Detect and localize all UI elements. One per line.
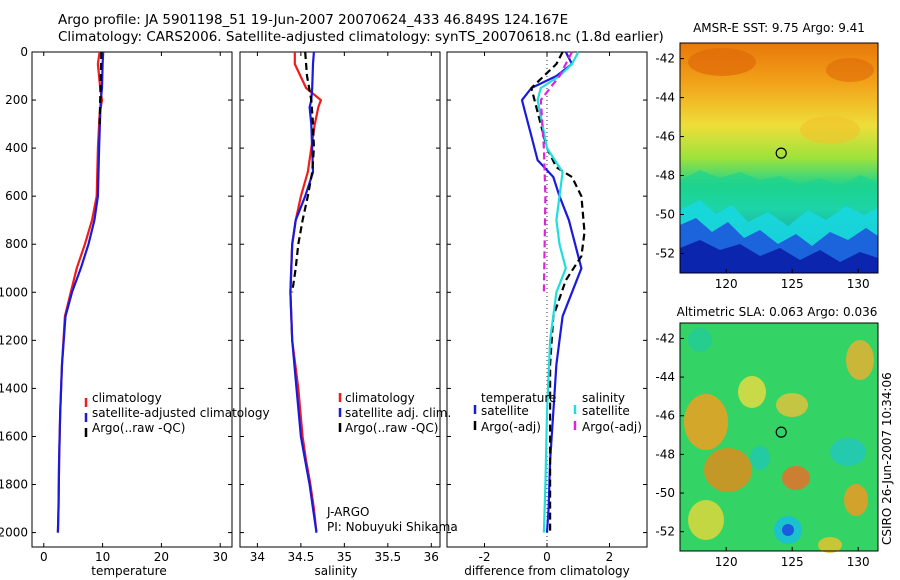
- sst-argo-location-marker: [775, 147, 787, 159]
- salinity-annotation-line2: PI: Nobuyuki Shikama: [327, 520, 458, 534]
- sla-map-marker-layer: [775, 426, 787, 438]
- temperature-axes-frame: [31, 51, 233, 548]
- temperature-series-satellite-adjusted-climatology: [56, 51, 105, 533]
- temperature-series-argo-raw-qc-: [98, 51, 103, 125]
- sst-map-ytick-label: -52: [655, 247, 675, 261]
- temperature-xlabel: temperature: [91, 564, 166, 578]
- salinity-annotation-line1: J-ARGO: [326, 505, 369, 519]
- sst-map-ytick-label: -50: [655, 208, 675, 222]
- salinity-xtick-label: 34.5: [288, 550, 315, 564]
- sla-heatmap-image: [680, 323, 878, 553]
- difference-series-temperature-argo-adj-: [530, 51, 586, 533]
- temperature-series-climatology: [56, 51, 104, 533]
- sst-map-xtick-label: 125: [781, 277, 804, 291]
- depth-tick-label: 1800: [0, 478, 28, 492]
- sla-map-panel: Altimetric SLA: 0.063 Argo: 0.036 120 125…: [655, 305, 879, 569]
- sla-map-ytick-label: -42: [655, 331, 675, 345]
- legend-salinity-satellite: satellite adj. clim.: [345, 406, 451, 420]
- difference-xtick-label: -2: [479, 550, 491, 564]
- salinity-xtick-label: 34: [250, 550, 265, 564]
- salinity-legend: climatology satellite adj. clim. Argo(..…: [338, 391, 451, 435]
- salinity-panel: 34 34.5 35 35.5 36 salinity climatology sate…: [239, 51, 458, 578]
- depth-tick-label: 200: [5, 93, 28, 107]
- legend-diff-temperature-satellite: satellite: [481, 404, 529, 418]
- sla-argo-location-marker: [775, 426, 787, 438]
- sst-map-xtick-label: 130: [847, 277, 870, 291]
- legend-temperature-climatology: climatology: [92, 391, 162, 405]
- temperature-xtick-label: 10: [95, 550, 110, 564]
- sla-map-xtick-label: 125: [781, 555, 804, 569]
- salinity-xtick-label: 36: [424, 550, 439, 564]
- legend-temperature-satellite: satellite-adjusted climatology: [92, 406, 270, 420]
- sla-map-title: Altimetric SLA: 0.063 Argo: 0.036: [677, 305, 878, 319]
- sst-map-frame: [679, 42, 879, 274]
- temperature-xtick-label: 0: [40, 550, 48, 564]
- legend-diff-salinity-satellite: satellite: [582, 404, 630, 418]
- depth-tick-label: 400: [5, 141, 28, 155]
- salinity-axes-frame: [239, 51, 441, 548]
- difference-xtick-label: 0: [543, 550, 551, 564]
- sst-map-panel: AMSR-E SST: 9.75 Argo: 9.41 120 125 130 -42…: [655, 21, 879, 291]
- temperature-legend: climatology satellite-adjusted climatolo…: [84, 391, 270, 437]
- figure-title-line2: Climatology: CARS2006. Satellite-adjuste…: [58, 29, 664, 45]
- difference-ticks: -2 0 2: [447, 51, 647, 564]
- sla-map-xtick-label: 120: [715, 555, 738, 569]
- temperature-ticks: 0 10 20 30 0 200 400 600 800 1000 1200 1400 1600 1800…: [0, 45, 232, 564]
- depth-tick-label: 1600: [0, 429, 28, 443]
- sla-map-ytick-label: -46: [655, 409, 675, 423]
- temperature-panel: 0 10 20 30 0 200 400 600 800 1000 1200 1400 1600 1800…: [0, 45, 270, 578]
- legend-salinity-argo: Argo(..raw -QC): [345, 421, 438, 435]
- sst-map-title: AMSR-E SST: 9.75 Argo: 9.41: [693, 21, 865, 35]
- legend-diff-temperature-header: temperature: [481, 391, 556, 405]
- temperature-xtick-label: 20: [154, 550, 169, 564]
- sla-map-ytick-label: -50: [655, 486, 675, 500]
- sla-map-ytick-label: -44: [655, 370, 675, 384]
- difference-series-salinity-satellite: [536, 51, 580, 533]
- sst-map-ytick-label: -46: [655, 130, 675, 144]
- sla-map-frame: [679, 322, 879, 552]
- salinity-series-argo-raw-qc-: [291, 51, 315, 293]
- salinity-xlabel: salinity: [314, 564, 357, 578]
- depth-tick-label: 800: [5, 237, 28, 251]
- difference-series-salinity-argo-adj-: [539, 51, 573, 293]
- salinity-xtick-label: 35.5: [374, 550, 401, 564]
- sst-map-xtick-label: 120: [715, 277, 738, 291]
- salinity-series: [289, 51, 322, 533]
- difference-xlabel: difference from climatology: [464, 564, 630, 578]
- difference-series: [520, 51, 586, 547]
- sst-map-ytick-label: -44: [655, 91, 675, 105]
- temperature-xtick-label: 30: [213, 550, 228, 564]
- sla-map-ytick-label: -48: [655, 447, 675, 461]
- salinity-ticks: 34 34.5 35 35.5 36: [240, 51, 440, 564]
- figure-title-line1: Argo profile: JA 5901198_51 19-Jun-2007 …: [58, 12, 568, 28]
- sst-map-ytick-label: -48: [655, 169, 675, 183]
- depth-tick-label: 1400: [0, 381, 28, 395]
- sst-map-ytick-label: -42: [655, 52, 675, 66]
- legend-salinity-climatology: climatology: [345, 391, 415, 405]
- depth-tick-label: 1200: [0, 333, 28, 347]
- legend-temperature-argo: Argo(..raw -QC): [92, 421, 185, 435]
- depth-tick-label: 1000: [0, 285, 28, 299]
- sst-map-ticks: 120 125 130 -42 -44 -46 -48 -50 -52: [655, 52, 869, 291]
- depth-tick-label: 0: [20, 45, 28, 59]
- credit-text: CSIRO 26-Jun-2007 10:34:06: [880, 372, 894, 545]
- difference-series-temperature-satellite: [520, 51, 583, 533]
- sla-map-ytick-label: -52: [655, 525, 675, 539]
- sla-map-ticks: 120 125 130 -42 -44 -46 -48 -50 -52: [655, 331, 869, 569]
- salinity-xtick-label: 35: [337, 550, 352, 564]
- legend-diff-salinity-argo: Argo(-adj): [582, 420, 642, 434]
- legend-diff-temperature-argo: Argo(-adj): [481, 420, 541, 434]
- depth-tick-label: 600: [5, 189, 28, 203]
- difference-legend: temperature satellite Argo(-adj) salinit…: [473, 391, 642, 434]
- sla-map-xtick-label: 130: [847, 555, 870, 569]
- legend-diff-salinity-header: salinity: [582, 391, 625, 405]
- sst-map-marker-layer: [775, 147, 787, 159]
- temperature-series: [56, 51, 105, 533]
- difference-xtick-label: 2: [606, 550, 614, 564]
- difference-panel: -2 0 2 difference from climatology tempera…: [446, 51, 648, 578]
- depth-tick-label: 2000: [0, 526, 28, 540]
